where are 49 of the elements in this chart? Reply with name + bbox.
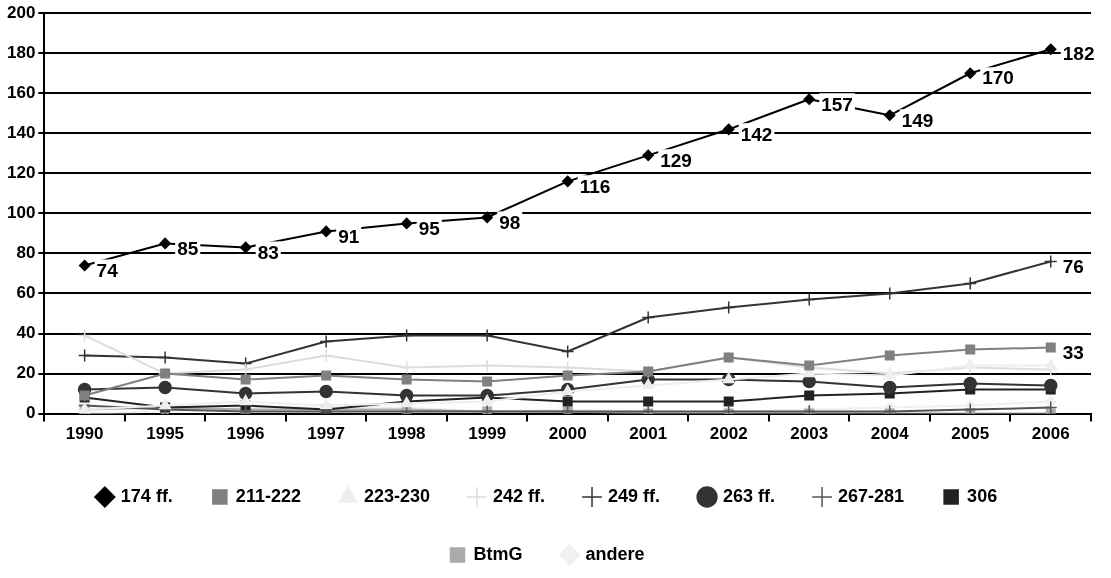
y-tick-label: 20 xyxy=(16,363,36,383)
x-tick-label: 2000 xyxy=(548,424,587,444)
y-tick-label: 160 xyxy=(6,82,36,102)
data-label: 91 xyxy=(338,225,360,247)
data-label: 74 xyxy=(96,259,119,281)
y-tick-label: 120 xyxy=(6,163,36,183)
data-label: 98 xyxy=(499,211,521,233)
x-tick-label: 1998 xyxy=(387,424,426,444)
data-label: 76 xyxy=(1062,255,1084,277)
data-label: 95 xyxy=(418,217,441,239)
data-label: 83 xyxy=(257,241,279,263)
y-tick-label: 100 xyxy=(6,203,36,223)
legend-label: 267-281 xyxy=(838,485,905,506)
x-tick-label: 1999 xyxy=(468,424,507,444)
x-tick-label: 2004 xyxy=(870,424,910,444)
y-tick-label: 200 xyxy=(6,2,36,22)
y-tick-label: 180 xyxy=(6,42,36,62)
data-label: 33 xyxy=(1062,341,1084,363)
legend-label: 174 ff. xyxy=(120,485,173,506)
data-label: 85 xyxy=(177,237,199,259)
data-label: 170 xyxy=(982,67,1014,89)
legend-label: 306 xyxy=(967,485,998,506)
y-tick-label: 140 xyxy=(6,123,36,143)
legend-label: 263 ff. xyxy=(723,485,776,506)
y-tick-label: 60 xyxy=(16,283,36,303)
y-tick-label: 0 xyxy=(25,403,36,423)
legend-label: 249 ff. xyxy=(608,485,661,506)
x-tick-label: 1997 xyxy=(307,424,346,444)
x-tick-label: 2005 xyxy=(951,424,990,444)
x-tick-label: 2002 xyxy=(709,424,748,444)
x-tick-label: 1995 xyxy=(146,424,185,444)
data-label: 142 xyxy=(740,123,773,145)
y-tick-label: 40 xyxy=(16,323,36,343)
x-tick-label: 1990 xyxy=(65,424,104,444)
x-tick-label: 1996 xyxy=(226,424,265,444)
y-tick-label: 80 xyxy=(16,243,36,263)
legend-label: 211-222 xyxy=(235,485,301,506)
data-label: 129 xyxy=(660,149,692,171)
data-label: 182 xyxy=(1062,43,1095,65)
data-label: 157 xyxy=(821,93,853,115)
x-tick-label: 2006 xyxy=(1031,424,1070,444)
legend-label: 242 ff. xyxy=(492,485,546,506)
data-label: 116 xyxy=(579,175,611,197)
x-tick-label: 2003 xyxy=(790,424,829,444)
legend-label: 223-230 xyxy=(363,485,430,506)
x-tick-label: 2001 xyxy=(629,424,668,444)
legend-label: andere xyxy=(585,543,645,564)
data-label: 149 xyxy=(901,109,934,131)
legend-label: BtmG xyxy=(473,543,523,564)
